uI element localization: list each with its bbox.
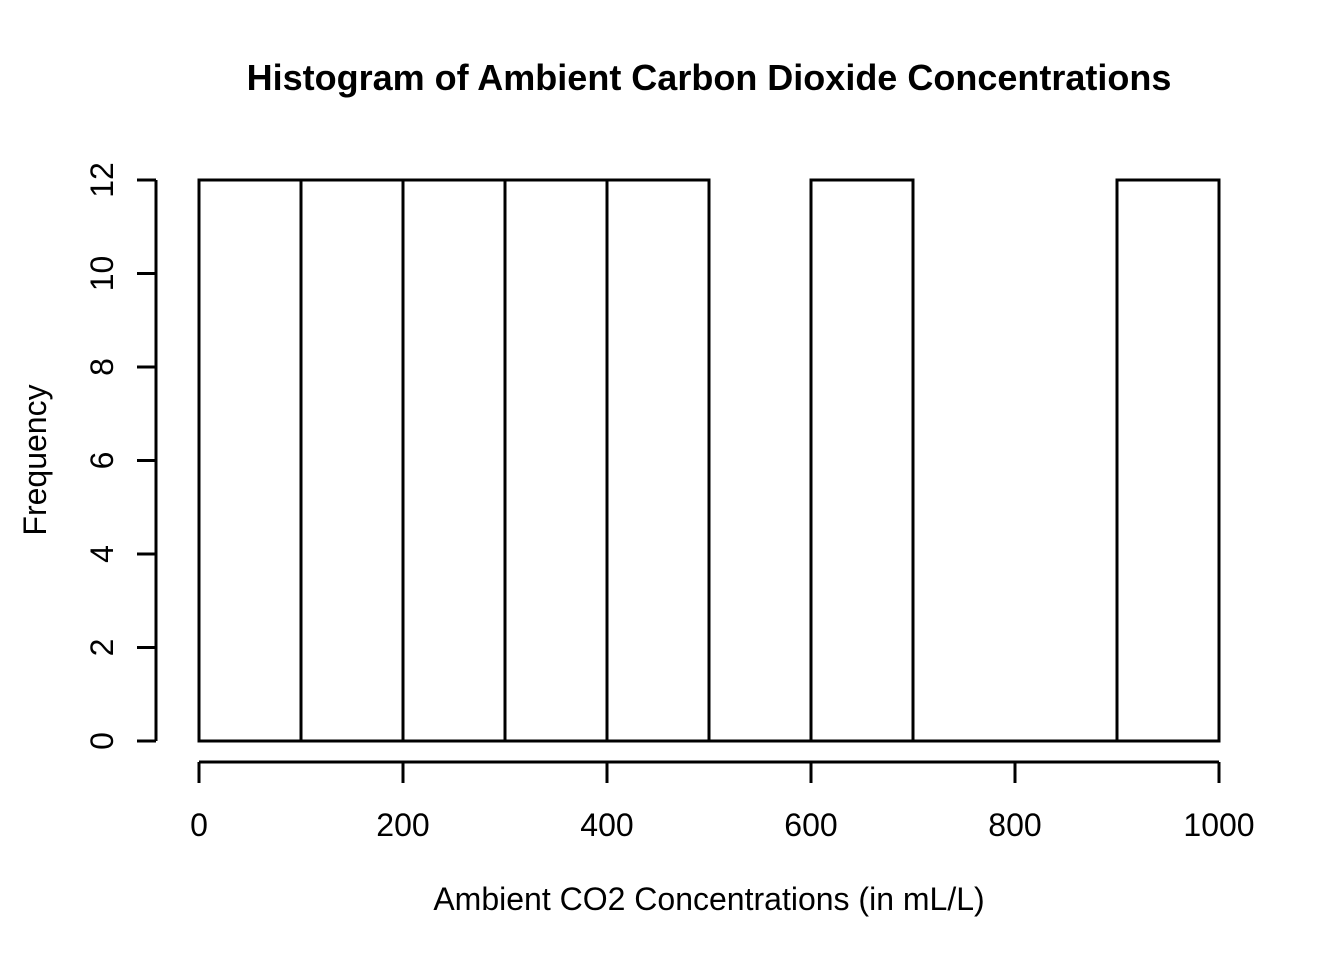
y-axis-label: Frequency — [17, 384, 53, 535]
histogram-bar — [299, 178, 405, 743]
x-tick-label: 800 — [988, 807, 1041, 843]
y-tick-label: 2 — [84, 639, 120, 657]
x-tick-label: 0 — [190, 807, 208, 843]
y-tick-label: 12 — [84, 162, 120, 198]
y-tick-label: 4 — [84, 545, 120, 563]
histogram-bar — [401, 178, 507, 743]
bars-group — [197, 178, 1221, 743]
chart-title: Histogram of Ambient Carbon Dioxide Conc… — [247, 57, 1172, 98]
histogram-bar — [197, 178, 303, 743]
x-tick-label: 600 — [784, 807, 837, 843]
x-tick-label: 200 — [376, 807, 429, 843]
y-tick-label: 6 — [84, 452, 120, 470]
y-tick-label: 0 — [84, 732, 120, 750]
histogram-bar — [503, 178, 609, 743]
y-tick-label: 10 — [84, 256, 120, 292]
histogram-bar — [605, 178, 711, 743]
histogram-bar — [1115, 178, 1221, 743]
x-axis: 0 200 400 600 800 1000 — [190, 760, 1255, 843]
x-axis-label: Ambient CO2 Concentrations (in mL/L) — [433, 881, 984, 917]
x-tick-label: 400 — [580, 807, 633, 843]
histogram-bar — [809, 178, 915, 743]
y-tick-label: 8 — [84, 358, 120, 376]
x-tick-label: 1000 — [1183, 807, 1254, 843]
y-axis: 0 2 4 6 8 10 12 — [84, 162, 158, 750]
